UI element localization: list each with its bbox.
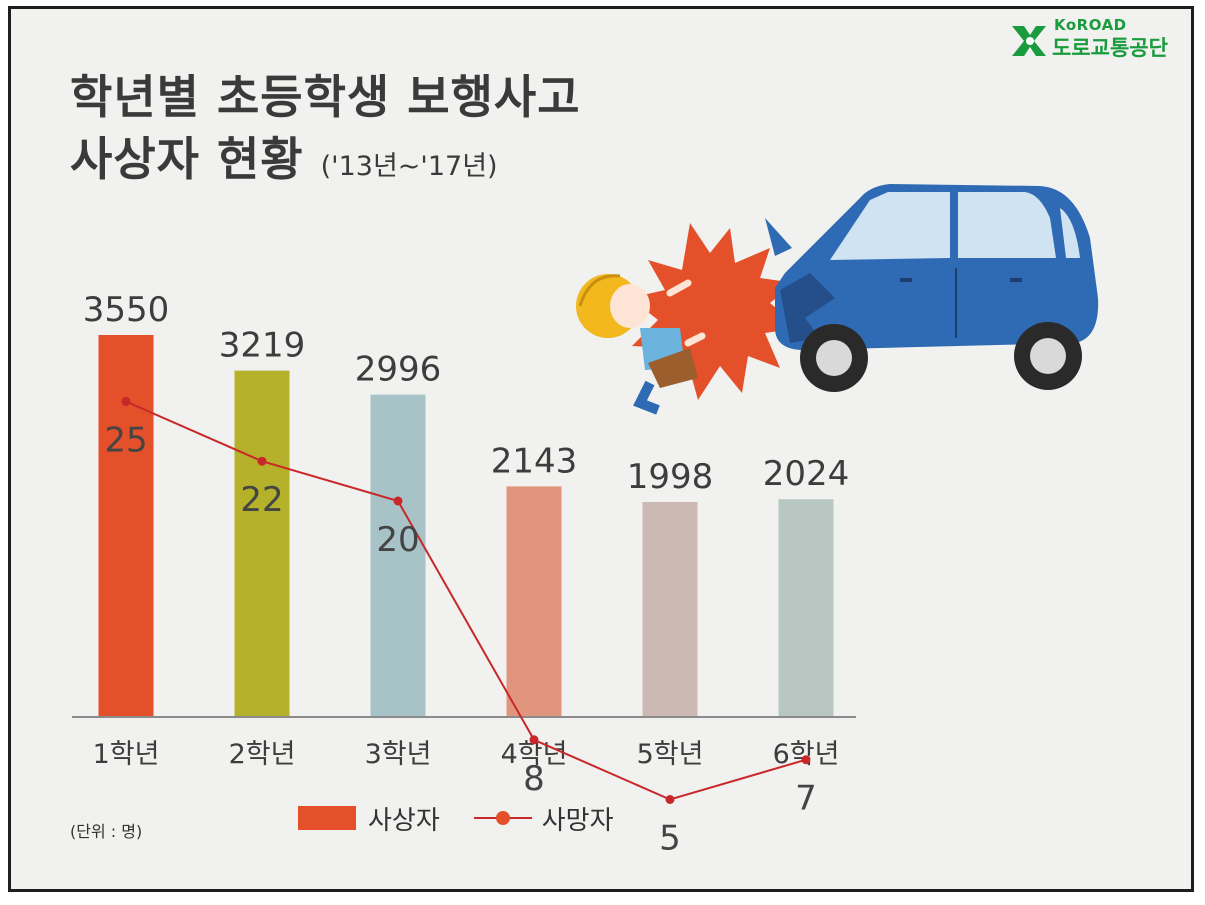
bar — [98, 335, 154, 717]
bar — [370, 394, 426, 717]
x-tick-label: 6학년 — [773, 739, 840, 770]
deaths-point — [121, 397, 131, 406]
accident-illustration — [576, 184, 1099, 415]
unit-label: (단위 : 명) — [70, 822, 143, 841]
deaths-value-label: 22 — [240, 480, 283, 520]
legend: 사상자 사망자 — [298, 798, 614, 838]
deaths-value-label: 8 — [523, 759, 545, 799]
bar-value-label: 3550 — [83, 290, 170, 330]
bar — [778, 499, 834, 717]
x-tick-label: 1학년 — [93, 739, 160, 770]
title-line-2: 사상자 현황 ('13년~'17년) — [70, 128, 581, 198]
title-line-1: 학년별 초등학생 보행사고 — [70, 70, 581, 124]
legend-bar-label: 사상자 — [368, 805, 440, 836]
deaths-value-label: 25 — [104, 421, 147, 461]
bar-value-label: 2996 — [355, 350, 442, 390]
chart-title: 학년별 초등학생 보행사고 사상자 현황 ('13년~'17년) — [70, 66, 581, 198]
legend-line-marker-icon — [473, 811, 532, 825]
logo-english-text: KoROAD — [1054, 16, 1127, 34]
deaths-series-line — [125, 400, 807, 801]
bar — [642, 502, 698, 717]
legend-line-label: 사망자 — [541, 805, 614, 836]
deaths-point — [801, 755, 811, 765]
x-tick-label: 2학년 — [229, 739, 296, 770]
deaths-point — [665, 795, 675, 804]
bar-value-label: 2024 — [763, 454, 850, 494]
logo-korean-text: 도로교통공단 — [1052, 36, 1168, 60]
bar-value-label: 1998 — [627, 457, 714, 497]
x-tick-label: 3학년 — [365, 739, 432, 770]
child-pedestrian-icon — [576, 274, 706, 415]
car-icon — [765, 184, 1099, 392]
deaths-value-label: 7 — [795, 779, 817, 819]
title-line-2-main: 사상자 현황 — [70, 132, 304, 186]
x-tick-label: 5학년 — [637, 739, 704, 770]
legend-bar-swatch — [298, 806, 356, 830]
deaths-point — [257, 456, 267, 466]
infographic-frame — [8, 6, 1194, 892]
deaths-value-label: 5 — [659, 819, 681, 859]
bar-value-label: 2143 — [491, 441, 578, 481]
koroad-logo: KoROAD 도로교통공단 — [1010, 16, 1190, 62]
deaths-point — [529, 735, 539, 745]
koroad-logo-mark-icon — [1012, 26, 1046, 56]
bar — [234, 370, 290, 717]
bar-value-label: 3219 — [219, 326, 306, 366]
deaths-value-label: 20 — [376, 520, 419, 560]
title-period: ('13년~'17년) — [320, 151, 498, 182]
bar — [506, 486, 562, 717]
deaths-point — [393, 496, 403, 506]
